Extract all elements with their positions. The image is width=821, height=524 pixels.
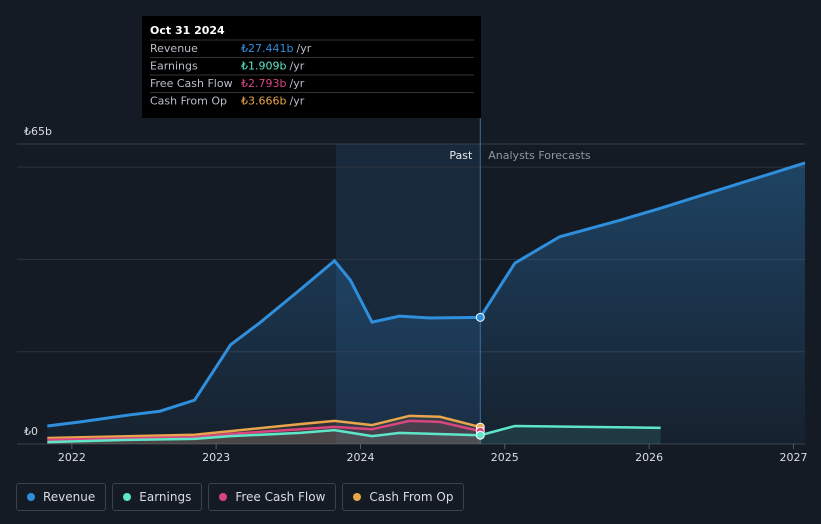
legend-item[interactable]: Cash From Op: [342, 483, 465, 511]
tooltip-value: ₺3.666b/yr: [241, 95, 305, 108]
x-tick-label: 2026: [635, 451, 663, 464]
legend-swatch: [353, 493, 362, 501]
tooltip-label: Cash From Op: [150, 95, 227, 108]
legend-item[interactable]: Revenue: [16, 483, 107, 511]
legend-label: Free Cash Flow: [235, 490, 326, 504]
tooltip-unit: /yr: [296, 42, 311, 55]
x-tick-label: 2022: [58, 451, 86, 464]
tooltip-date: Oct 31 2024: [150, 24, 225, 37]
legend-swatch: [219, 493, 228, 501]
y-tick-label: ₺65b: [24, 125, 52, 138]
series-line: [47, 424, 661, 444]
tooltip-value-num: ₺1.909b: [241, 60, 286, 73]
tooltip-label: Earnings: [150, 60, 198, 73]
series-line: [47, 419, 481, 442]
forecast-label: Analysts Forecasts: [488, 149, 591, 162]
tooltip-box: [142, 16, 481, 118]
legend-label: Revenue: [43, 490, 96, 504]
tooltip-label: Revenue: [150, 42, 198, 55]
tooltip-value: ₺2.793b/yr: [241, 77, 305, 90]
y-tick-label: ₺0: [24, 425, 38, 438]
legend: Revenue Earnings Free Cash Flow Cash From O…: [16, 483, 465, 511]
legend-item[interactable]: Free Cash Flow: [208, 483, 337, 511]
tooltip-unit: /yr: [289, 60, 304, 73]
revenue-area: [47, 162, 806, 444]
tooltip-value: ₺1.909b/yr: [241, 60, 305, 73]
hover-point: [475, 430, 485, 440]
legend-label: Cash From Op: [369, 490, 454, 504]
tooltip-value: ₺27.441b/yr: [241, 42, 312, 55]
tooltip-value-num: ₺2.793b: [241, 77, 286, 90]
tooltip-value-num: ₺3.666b: [241, 95, 286, 108]
x-tick-label: 2025: [491, 451, 519, 464]
tooltip-value-num: ₺27.441b: [241, 42, 293, 55]
past-label: Past: [449, 149, 473, 162]
x-tick-label: 2024: [346, 451, 374, 464]
legend-swatch: [27, 493, 35, 501]
tooltip-unit: /yr: [289, 77, 304, 90]
series-line: [47, 161, 806, 428]
legend-label: Earnings: [139, 490, 192, 504]
tooltip-label: Free Cash Flow: [150, 77, 233, 90]
tooltip: Oct 31 2024 Revenue ₺27.441b/yr Earnings ₺1.…: [142, 16, 481, 118]
hover-point: [475, 312, 485, 322]
series-line: [47, 414, 481, 440]
x-tick-label: 2023: [202, 451, 230, 464]
legend-swatch: [123, 493, 132, 501]
legend-item[interactable]: Earnings: [112, 483, 203, 511]
x-tick-label: 2027: [779, 451, 807, 464]
tooltip-unit: /yr: [289, 95, 304, 108]
